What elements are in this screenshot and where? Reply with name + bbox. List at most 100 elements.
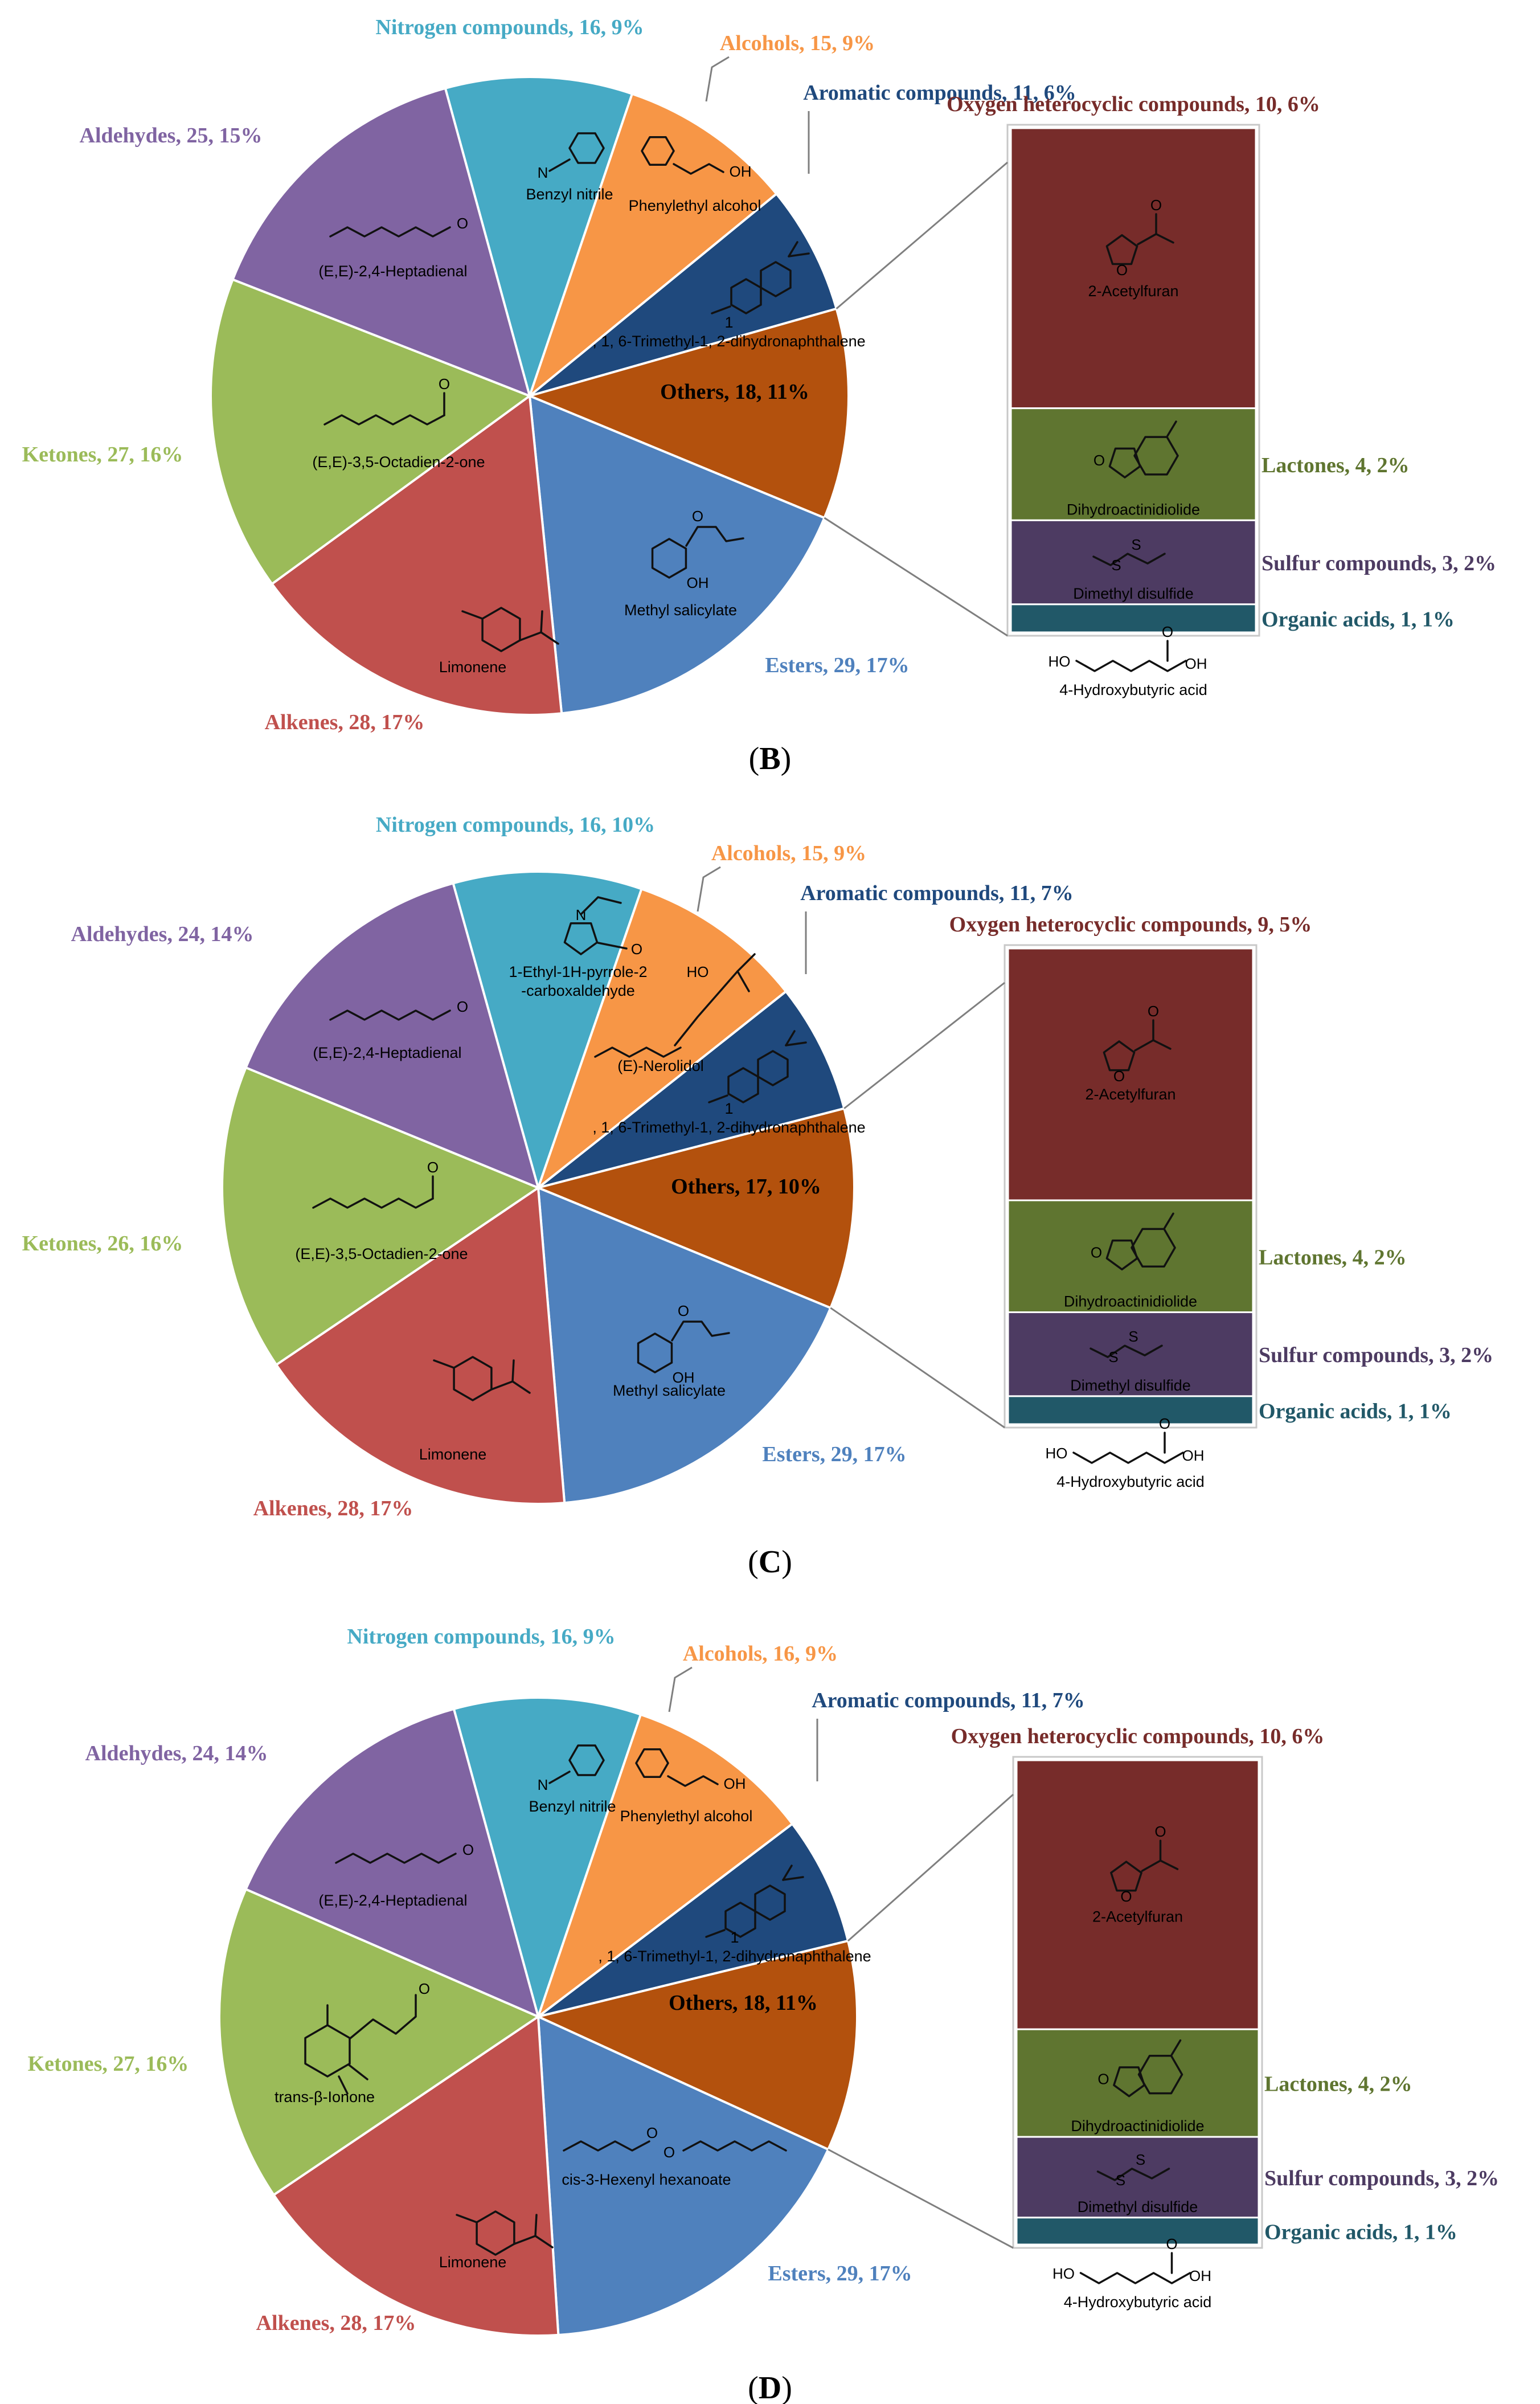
- pie-slice-aldehydes: [244, 1707, 540, 2019]
- pie-slice-ketones: [221, 1066, 541, 1367]
- structure-nitrogen-compounds: NO: [563, 896, 642, 958]
- bond-line: [785, 1030, 796, 1046]
- atom-label: O: [439, 375, 450, 393]
- category-label-nitrogen-compounds: Nitrogen compounds, 16, 9%: [375, 15, 644, 39]
- leader-line: [697, 866, 721, 912]
- bond-line: [1072, 1452, 1184, 1464]
- pie-panel-d: N Benzyl nitrile OH Phenylethyl alcohol 1, 1…: [28, 1625, 1500, 2404]
- category-label-esters: Esters, 29, 17%: [768, 2262, 912, 2286]
- breakdown-segment-sulfur: [1010, 519, 1257, 606]
- pie-slice-alcohols: [536, 1713, 794, 2020]
- ring-bond: [1113, 2066, 1145, 2098]
- ring-bond: [1110, 1861, 1142, 1892]
- bond-line: [329, 226, 451, 238]
- bond-line: [433, 1359, 455, 1369]
- bond-line: [1166, 420, 1177, 437]
- ring-bond: [1108, 447, 1141, 479]
- compound-name-aldehydes: (E,E)-2,4-Heptadienal: [318, 1892, 467, 1909]
- structure-hydroxybutyric: HO O OH: [1048, 623, 1207, 672]
- bond-line: [335, 1853, 457, 1864]
- atom-label: HO: [1052, 2265, 1075, 2282]
- category-label-oxygen: Oxygen heterocyclic compounds, 10, 6%: [951, 1724, 1325, 1748]
- others-slice-label: Others, 18, 11%: [669, 1991, 818, 2015]
- bond-line: [329, 1009, 451, 1021]
- structure-alkenes: [461, 607, 559, 652]
- structure-esters: O OH: [651, 508, 744, 591]
- atom-label: HO: [1048, 653, 1071, 670]
- structure-hydroxybutyric: HO O OH: [1046, 1415, 1205, 1464]
- category-label-aromatic-compounds: Aromatic compounds, 11, 7%: [812, 1688, 1085, 1712]
- compound-name-alkenes: Limonene: [419, 1446, 487, 1463]
- bond-line: [338, 2075, 349, 2095]
- atom-label: HO: [687, 963, 709, 980]
- compound-name-esters: Methyl salicylate: [624, 602, 737, 619]
- pie-panel-b: N Benzyl nitrile OH Phenylethyl alcohol 1, 1…: [22, 15, 1497, 776]
- bond-line: [461, 610, 484, 620]
- atom-label: O: [1120, 1888, 1132, 1905]
- bond-line: [534, 2235, 554, 2248]
- compound-name-oxygen: 2-Acetylfuran: [1088, 283, 1178, 300]
- compound-name-lactones: Dihydroactinidiolide: [1064, 1293, 1197, 1310]
- bond-line: [685, 526, 744, 547]
- breakdown-segment-organic-acids: [1015, 2217, 1260, 2246]
- category-label-esters: Esters, 29, 17%: [762, 1442, 906, 1466]
- atom-label: O: [462, 1841, 474, 1858]
- ring-bond: [1105, 1239, 1138, 1271]
- bond-line: [705, 1929, 726, 1938]
- category-label-sulfur: Sulfur compounds, 3, 2%: [1262, 551, 1496, 575]
- ring-bond: [635, 1748, 669, 1778]
- category-label-aldehydes: Aldehydes, 24, 14%: [71, 922, 254, 946]
- structure-nitrogen-compounds: N: [538, 132, 605, 181]
- bond-line: [674, 953, 756, 1046]
- structure-alcohols: OH: [641, 136, 752, 180]
- bond-line: [782, 1865, 793, 1881]
- bond-line: [563, 2140, 650, 2152]
- bond-line: [1152, 1039, 1172, 1050]
- pie-slice-alkenes: [270, 394, 563, 716]
- structure-acetylfuran: OO: [1103, 1003, 1172, 1085]
- bond-line: [1155, 233, 1174, 244]
- breakdown-segment-oxygen: [1007, 947, 1254, 1201]
- compound-name-organic-acids: 4-Hydroxybutyric acid: [1059, 681, 1207, 698]
- structure-acetylfuran: OO: [1105, 197, 1174, 279]
- atom-label: S: [1108, 1348, 1118, 1365]
- pie-slice-alcohols: [535, 887, 788, 1191]
- ring-bond: [1105, 234, 1138, 265]
- ring-bond: [651, 538, 687, 579]
- category-label-aldehydes: Aldehydes, 24, 14%: [85, 1741, 268, 1765]
- compound-name-sulfur: Dimethyl disulfide: [1078, 2198, 1198, 2215]
- bond-line: [1170, 2039, 1182, 2056]
- atom-label: O: [692, 508, 703, 525]
- compound-name-alkenes: Limonene: [439, 2254, 507, 2271]
- atom-label: OH: [687, 574, 709, 591]
- bond-line: [1096, 2168, 1170, 2181]
- bond-line: [580, 896, 622, 915]
- category-label-alcohols: Alcohols, 15, 9%: [720, 31, 875, 55]
- pie-slice-aldehydes: [231, 87, 531, 398]
- category-label-lactones: Lactones, 4, 2%: [1262, 453, 1410, 477]
- category-label-alkenes: Alkenes, 28, 17%: [253, 1497, 413, 1520]
- breakdown-segment-oxygen: [1015, 1759, 1260, 2030]
- ring-bond: [757, 1050, 789, 1086]
- others-slice-label: Others, 18, 11%: [660, 380, 809, 404]
- bond-line: [671, 1320, 730, 1342]
- compound-name-lactones: Dihydroactinidiolide: [1067, 501, 1200, 518]
- category-label-sulfur: Sulfur compounds, 3, 2%: [1259, 1343, 1493, 1367]
- compound-name-nitrogen-compounds: Benzyl nitrile: [529, 1798, 616, 1815]
- pie-slice-alcohols: [527, 92, 779, 399]
- structure-alkenes: [433, 1356, 531, 1401]
- category-label-sulfur: Sulfur compounds, 3, 2%: [1264, 2166, 1499, 2190]
- bond-line: [1159, 1859, 1179, 1870]
- category-label-oxygen: Oxygen heterocyclic compounds, 9, 5%: [949, 913, 1312, 937]
- breakdown-frame: [1012, 1756, 1263, 2249]
- structure-lactone: O: [1097, 2039, 1183, 2098]
- pie-slice-aromatic-compounds: [537, 990, 846, 1189]
- ring-bond: [641, 136, 675, 166]
- structure-aldehydes: O: [335, 1841, 474, 1864]
- category-label-lactones: Lactones, 4, 2%: [1264, 2072, 1412, 2096]
- atom-label: O: [1159, 1415, 1170, 1432]
- breakdown-segment-organic-acids: [1007, 1395, 1254, 1425]
- bond-line: [782, 1876, 804, 1881]
- pie-slice-others: [534, 1107, 855, 1310]
